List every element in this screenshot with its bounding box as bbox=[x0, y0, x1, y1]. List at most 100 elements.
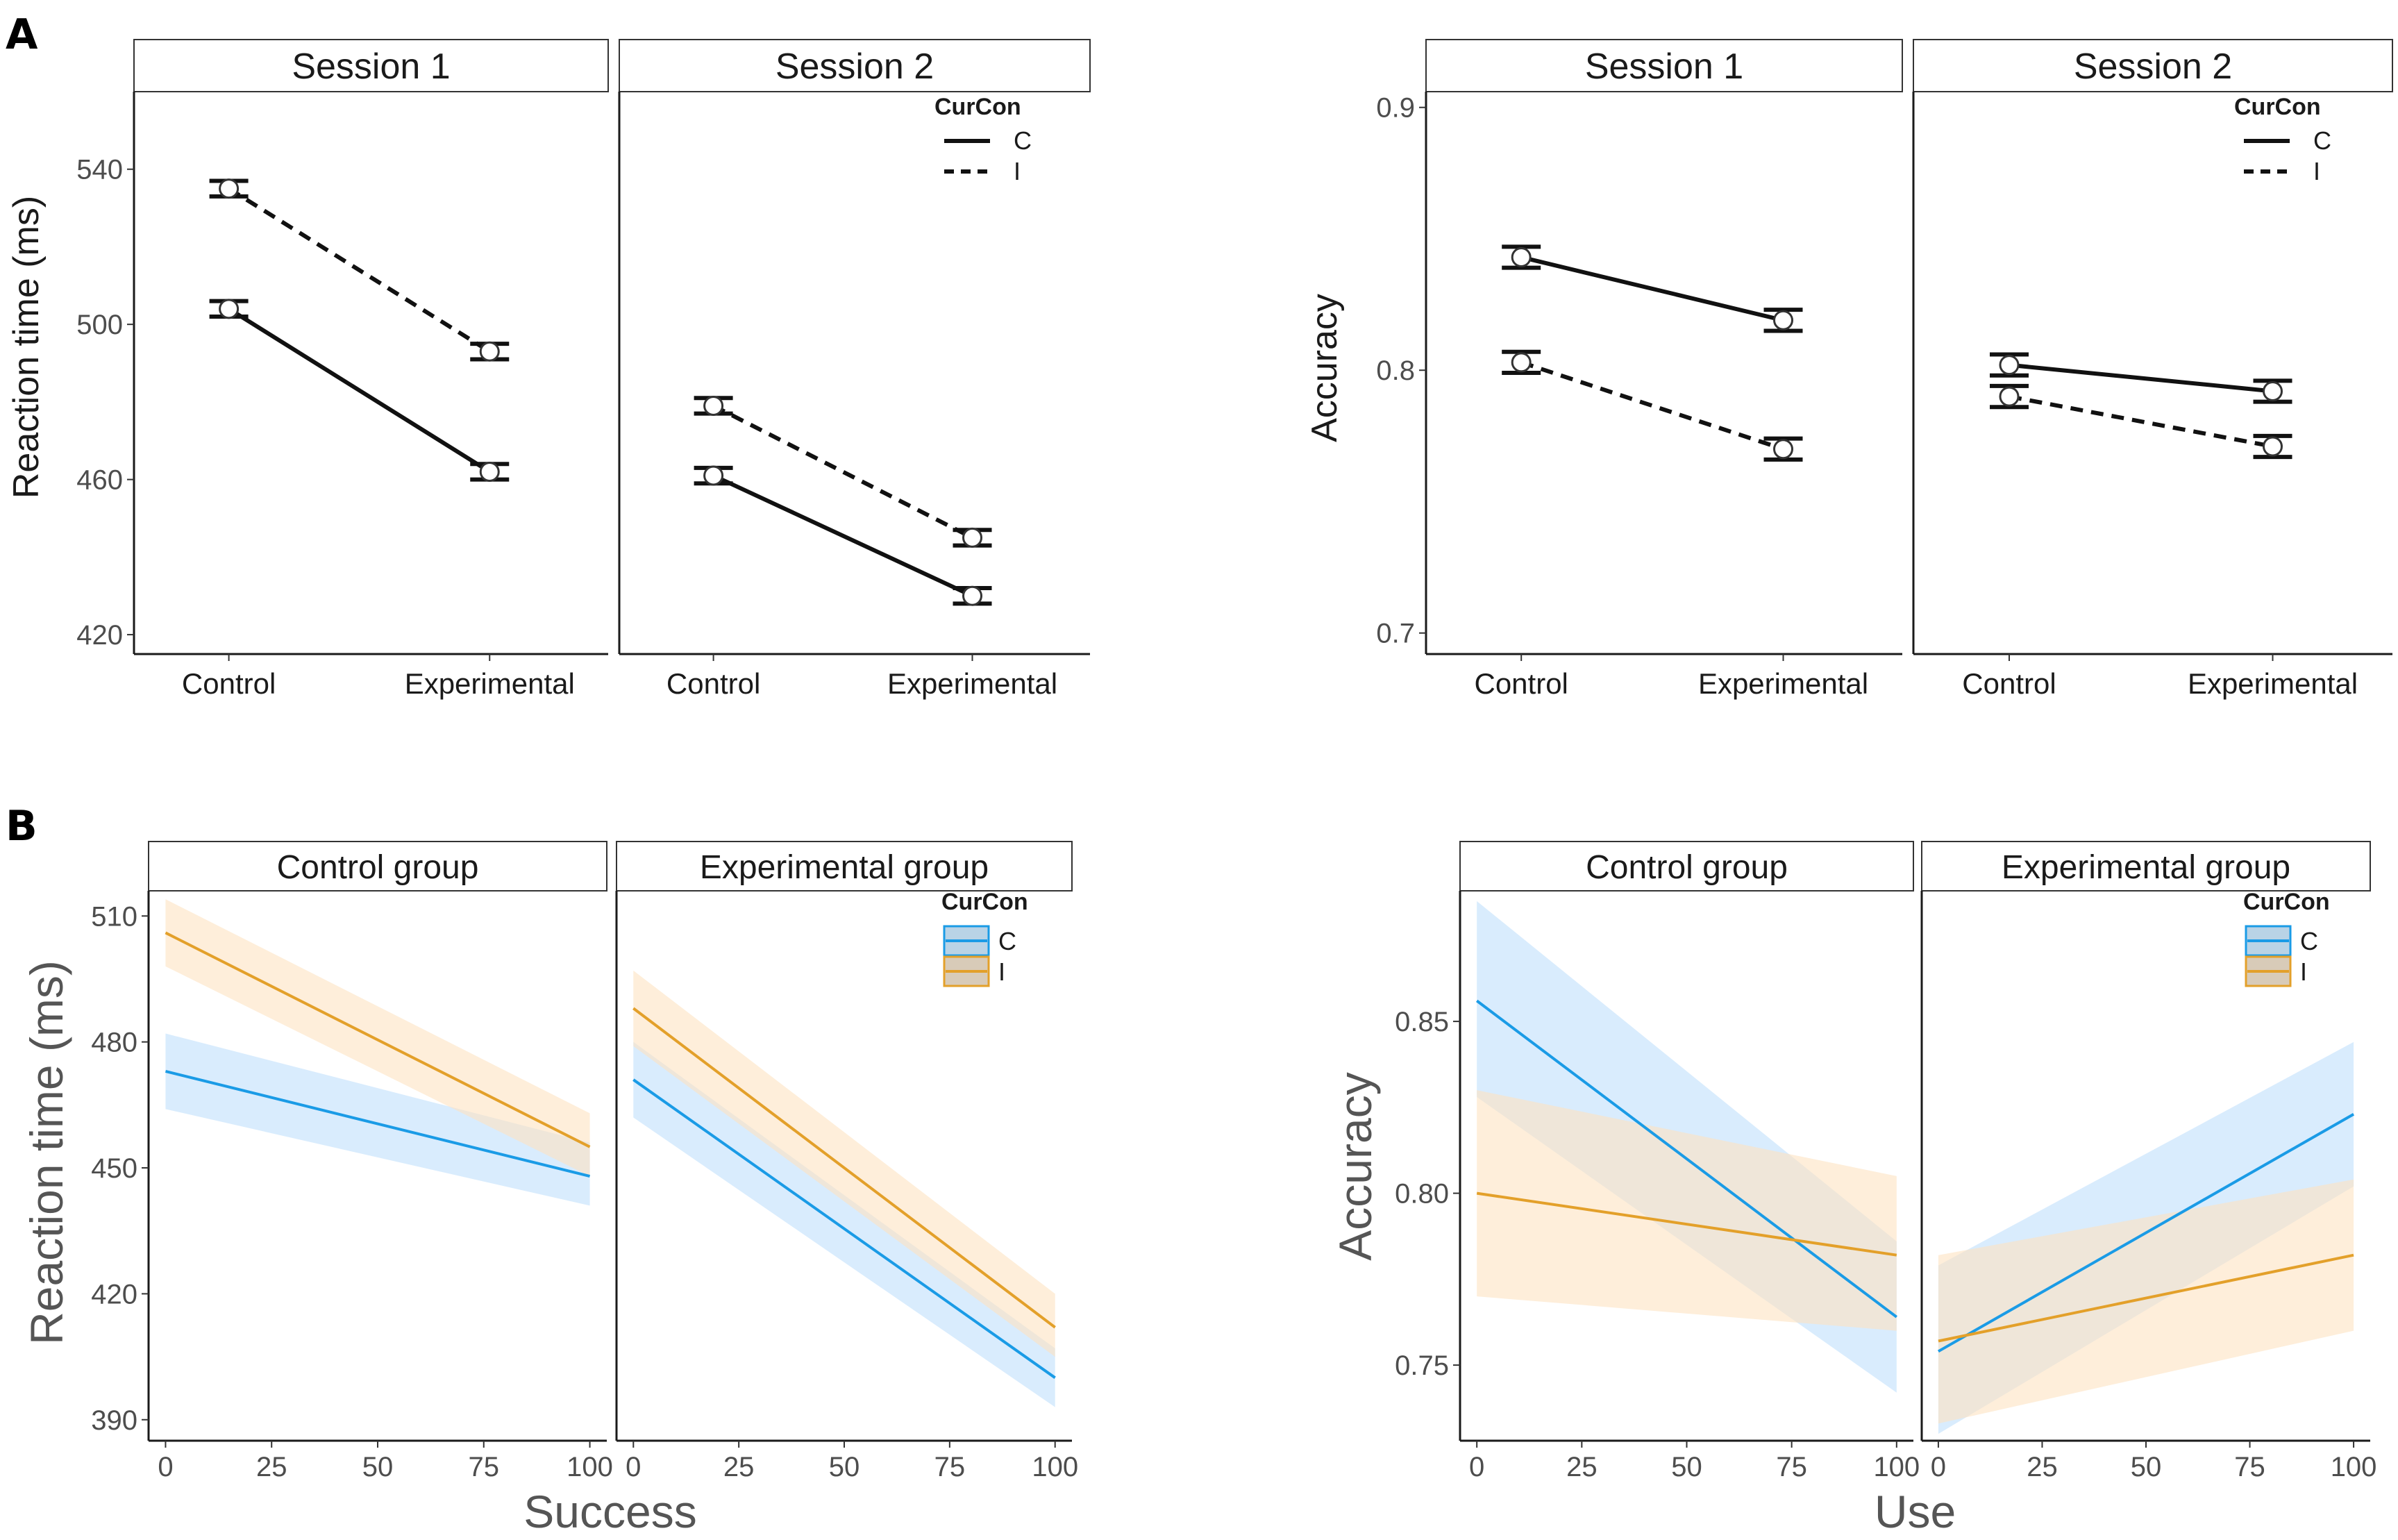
x-tick-label: 100 bbox=[567, 1452, 613, 1482]
facet-strip-label: Experimental group bbox=[2002, 849, 2290, 886]
facet-strip-label: Session 1 bbox=[1585, 47, 1743, 87]
x-tick-label: Control bbox=[1962, 667, 2056, 700]
ci-ribbon-I bbox=[165, 899, 590, 1177]
x-tick-label: 75 bbox=[1776, 1452, 1807, 1482]
y-tick-label: 0.7 bbox=[1376, 619, 1415, 649]
facet-strip bbox=[1913, 39, 2393, 92]
legend-label-C: C bbox=[1014, 126, 1032, 155]
x-axis-title: Use bbox=[1875, 1486, 1956, 1537]
y-tick-label: 460 bbox=[76, 465, 123, 496]
legend-title: CurCon bbox=[2243, 889, 2330, 915]
x-tick-label: 0 bbox=[626, 1452, 641, 1482]
data-point-C bbox=[219, 299, 240, 319]
x-tick-label: 100 bbox=[2331, 1452, 2377, 1482]
facet-strip bbox=[1425, 39, 1903, 92]
x-tick-label: Experimental bbox=[887, 667, 1057, 700]
y-tick-label: 0.80 bbox=[1395, 1179, 1449, 1210]
data-point-C bbox=[1999, 355, 2020, 376]
facet-1: Session 1 420 460 500 540 Control Experimental bbox=[76, 39, 609, 700]
fit-line-I bbox=[1938, 1253, 2354, 1343]
y-tick-label: 500 bbox=[76, 310, 123, 340]
legend-label-I: I bbox=[2300, 957, 2307, 986]
data-point-C bbox=[703, 465, 724, 486]
x-tick-label: 0 bbox=[1931, 1452, 1946, 1482]
facet-strip bbox=[616, 841, 1073, 892]
data-point-C bbox=[479, 461, 500, 482]
x-tick-label: 25 bbox=[1566, 1452, 1598, 1482]
series-line-C bbox=[2009, 362, 2273, 394]
ci-ribbon-C bbox=[165, 1033, 590, 1206]
facet-strip bbox=[1921, 841, 2371, 892]
facet-2: Experimental group 0 25 50 75 100 bbox=[615, 841, 1078, 1482]
y-tick-label: 0.9 bbox=[1376, 93, 1415, 124]
panel-label-a: A bbox=[6, 10, 38, 59]
series-line-I bbox=[1520, 360, 1784, 451]
ci-ribbon-C bbox=[633, 1041, 1055, 1407]
x-tick-label: 50 bbox=[2131, 1452, 2162, 1482]
facet-strip bbox=[619, 39, 1091, 92]
x-tick-label: 25 bbox=[256, 1452, 287, 1482]
facet-strip-label: Control group bbox=[277, 849, 479, 886]
x-tick-label: Experimental bbox=[2188, 667, 2358, 700]
data-point-I bbox=[2263, 436, 2283, 457]
series-line-C bbox=[228, 307, 491, 474]
facet-2: Session 2 Control Experimental bbox=[618, 39, 1091, 700]
fit-line-C bbox=[1937, 1113, 2355, 1353]
x-tick-label: 75 bbox=[2234, 1452, 2265, 1482]
data-point-I bbox=[962, 527, 982, 548]
fit-line-I bbox=[632, 1007, 1056, 1329]
data-point-C bbox=[1511, 246, 1532, 267]
legend: CurCon CI bbox=[2234, 94, 2331, 185]
ci-ribbon-I bbox=[633, 970, 1055, 1357]
facet-2: Experimental group 0 25 50 75 100 bbox=[1920, 841, 2377, 1482]
data-point-C bbox=[1773, 310, 1793, 330]
x-tick-label: 50 bbox=[829, 1452, 860, 1482]
series-line-I bbox=[228, 187, 491, 353]
facet-1: Control group 390 420 450 480 510 0 25 50 75 100 bbox=[91, 841, 613, 1482]
x-tick-label: 75 bbox=[469, 1452, 500, 1482]
facet-strip-label: Experimental group bbox=[700, 849, 989, 886]
y-axis-title: Accuracy bbox=[1330, 1072, 1381, 1260]
y-tick-label: 510 bbox=[91, 901, 137, 932]
y-tick-label: 540 bbox=[76, 155, 123, 185]
data-point-I bbox=[1511, 352, 1532, 373]
x-tick-label: Control bbox=[666, 667, 760, 700]
x-tick-label: Control bbox=[182, 667, 276, 700]
legend-label-C: C bbox=[2300, 927, 2318, 955]
legend-title: CurCon bbox=[934, 94, 1021, 120]
facet-strip-label: Control group bbox=[1586, 849, 1788, 886]
facet-2: Session 2 Control Experimental bbox=[1912, 39, 2393, 700]
x-tick-label: 25 bbox=[2027, 1452, 2058, 1482]
y-tick-label: 450 bbox=[91, 1153, 137, 1184]
x-tick-label: Control bbox=[1474, 667, 1568, 700]
legend: CurCon CI bbox=[941, 889, 1028, 987]
x-tick-label: Experimental bbox=[405, 667, 575, 700]
fit-line-C bbox=[632, 1078, 1056, 1379]
panel-label-b: B bbox=[6, 802, 37, 851]
facet-1: Session 1 0.7 0.8 0.9 Control Experimental bbox=[1376, 39, 1903, 700]
ci-ribbon-I bbox=[1938, 1179, 2354, 1424]
legend-label-I: I bbox=[998, 957, 1005, 986]
ci-ribbon-I bbox=[1477, 1090, 1897, 1331]
legend-label-C: C bbox=[2313, 126, 2331, 155]
fit-line-I bbox=[165, 931, 591, 1148]
series-line-I bbox=[712, 403, 973, 540]
y-tick-label: 420 bbox=[91, 1279, 137, 1309]
legend-title: CurCon bbox=[2234, 94, 2321, 120]
x-tick-label: 75 bbox=[934, 1452, 966, 1482]
y-tick-label: 0.85 bbox=[1395, 1007, 1449, 1037]
x-axis-title: Success bbox=[523, 1486, 696, 1537]
facet-strip-label: Session 1 bbox=[292, 47, 450, 87]
series-line-C bbox=[712, 474, 973, 598]
facet-1: Control group 0.75 0.80 0.85 0 25 50 75 100 bbox=[1395, 841, 1920, 1482]
x-tick-label: 25 bbox=[723, 1452, 755, 1482]
x-tick-label: 0 bbox=[1469, 1452, 1484, 1482]
data-point-I bbox=[479, 341, 500, 362]
data-point-I bbox=[219, 178, 240, 199]
y-tick-label: 0.75 bbox=[1395, 1350, 1449, 1381]
legend-label-I: I bbox=[2313, 157, 2320, 185]
